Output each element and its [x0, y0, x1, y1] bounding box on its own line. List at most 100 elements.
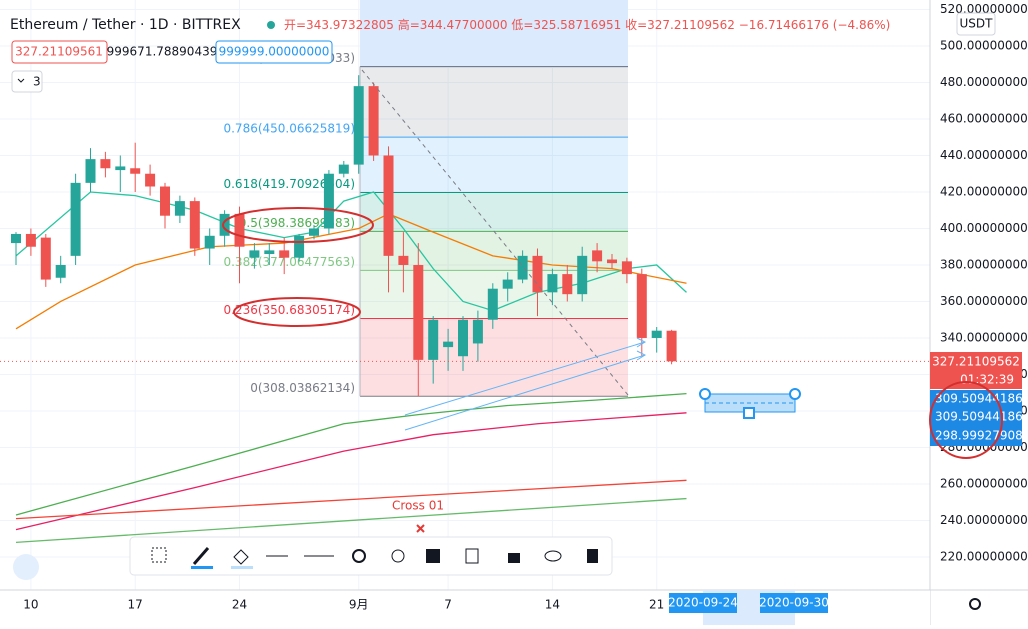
y-tick-label: 460.00000000 [940, 111, 1028, 125]
fib-zone [360, 137, 628, 193]
date-tag-text: 2020-09-30 [759, 596, 829, 610]
low: 低=325.58716951 [511, 18, 621, 32]
candle-body [204, 235, 215, 249]
candle-body [577, 255, 588, 295]
date-tag-text: 2020-09-24 [668, 596, 738, 610]
candle-body [160, 186, 170, 216]
candle-body [517, 255, 528, 280]
candle-body [621, 261, 632, 275]
delete-tool[interactable] [587, 549, 598, 563]
candle-body [85, 159, 96, 183]
change: −16.71466176 (−4.86%) [739, 18, 891, 32]
candle-body [368, 86, 379, 156]
fib-label: 0.786(450.06625819) [223, 122, 355, 136]
candle-body [487, 288, 498, 320]
candle-body [294, 235, 305, 258]
chevron [17, 78, 25, 83]
candle-body [115, 166, 126, 171]
candle-body [145, 173, 156, 187]
candle-body [562, 274, 573, 295]
date-tag [760, 593, 828, 613]
arrow-head [636, 350, 647, 361]
handle[interactable] [789, 388, 801, 400]
candle-body [234, 213, 245, 247]
candle-body [532, 255, 543, 293]
fib-label: 0.382(377.06477563) [223, 255, 355, 269]
x-tick-label: 10 [23, 598, 38, 612]
clone-tool[interactable] [465, 548, 479, 564]
candle-body [413, 264, 424, 360]
indicator-line [15, 412, 687, 531]
candle-body [607, 259, 617, 264]
y-tick-label: 380.00000000 [940, 257, 1028, 271]
arrow[interactable] [404, 341, 646, 416]
select-tool[interactable] [151, 547, 167, 563]
price-axis [930, 0, 1028, 625]
candle-body [219, 213, 230, 236]
candle-body [174, 201, 185, 216]
candle-body [70, 182, 81, 256]
candle-body [383, 155, 394, 256]
hide-tool[interactable] [544, 550, 562, 562]
cross-marker [416, 524, 425, 533]
currency-box[interactable] [956, 12, 996, 36]
candle-body [636, 274, 647, 338]
sell-button[interactable] [11, 40, 108, 64]
fib-zone [360, 318, 628, 397]
y-tick-label: 500.00000000 [940, 38, 1028, 52]
indicator-line [15, 392, 687, 516]
candle-body [323, 173, 334, 229]
x-tick-label: 17 [128, 598, 143, 612]
y-tick-label: 220.00000000 [940, 549, 1028, 563]
indicator-line [15, 479, 687, 520]
sell-price: 327.21109561 [15, 45, 103, 59]
settings-tool[interactable] [352, 549, 366, 563]
alert-tool[interactable] [391, 549, 405, 563]
arrow[interactable] [404, 354, 646, 431]
x-tick-label: 9月 [349, 598, 369, 612]
status-dot [267, 21, 275, 29]
handle[interactable] [699, 388, 711, 400]
buy-button[interactable] [215, 40, 333, 64]
price-tag-text: 309.50944186 [935, 410, 1023, 424]
range-highlight [360, 0, 628, 68]
pen-tool[interactable] [192, 547, 210, 565]
candle-body [458, 319, 468, 357]
candle-body [502, 279, 513, 289]
lock-tool[interactable] [508, 553, 520, 563]
logo[interactable] [13, 554, 39, 580]
trend-line[interactable] [361, 69, 629, 396]
settings-icon[interactable] [969, 598, 981, 610]
date-tag [669, 593, 737, 613]
candle-body [40, 237, 51, 280]
y-tick-label: 400.00000000 [940, 221, 1028, 235]
template-tool[interactable] [426, 549, 440, 563]
candle-body [353, 86, 364, 165]
price-tag-text: 298.99927908 [935, 429, 1023, 443]
open: 开=343.97322805 [284, 18, 394, 32]
fib-label: 0(308.03862134) [250, 381, 355, 395]
fib-label: 0.236(350.68305174) [223, 303, 355, 317]
highlight-ellipse [233, 297, 361, 327]
highlight-ellipse [929, 381, 1003, 459]
price-tag-text: 309.50944186 [935, 392, 1023, 406]
currency: USDT [960, 17, 994, 31]
x-tick-label: 21 [649, 598, 664, 612]
fill-tool[interactable] [233, 549, 249, 565]
candle-body [100, 159, 111, 169]
candle-body [592, 250, 603, 262]
drawing-toolbar [129, 536, 613, 576]
highlight-ellipse [222, 207, 374, 243]
indicator-count: 3 [33, 75, 41, 89]
countdown: 01:32:39 [960, 373, 1014, 387]
indicator-line [15, 213, 687, 330]
y-tick-label: 420.00000000 [940, 184, 1028, 198]
candle-body [130, 168, 141, 174]
indicator-toggle[interactable] [11, 70, 43, 93]
candle-body [547, 274, 558, 293]
handle[interactable] [743, 407, 755, 419]
ohlc: 开=343.97322805 高=344.47700000 低=325.5871… [284, 17, 890, 32]
candle-body [249, 250, 260, 258]
x-tick-label: 14 [545, 598, 560, 612]
